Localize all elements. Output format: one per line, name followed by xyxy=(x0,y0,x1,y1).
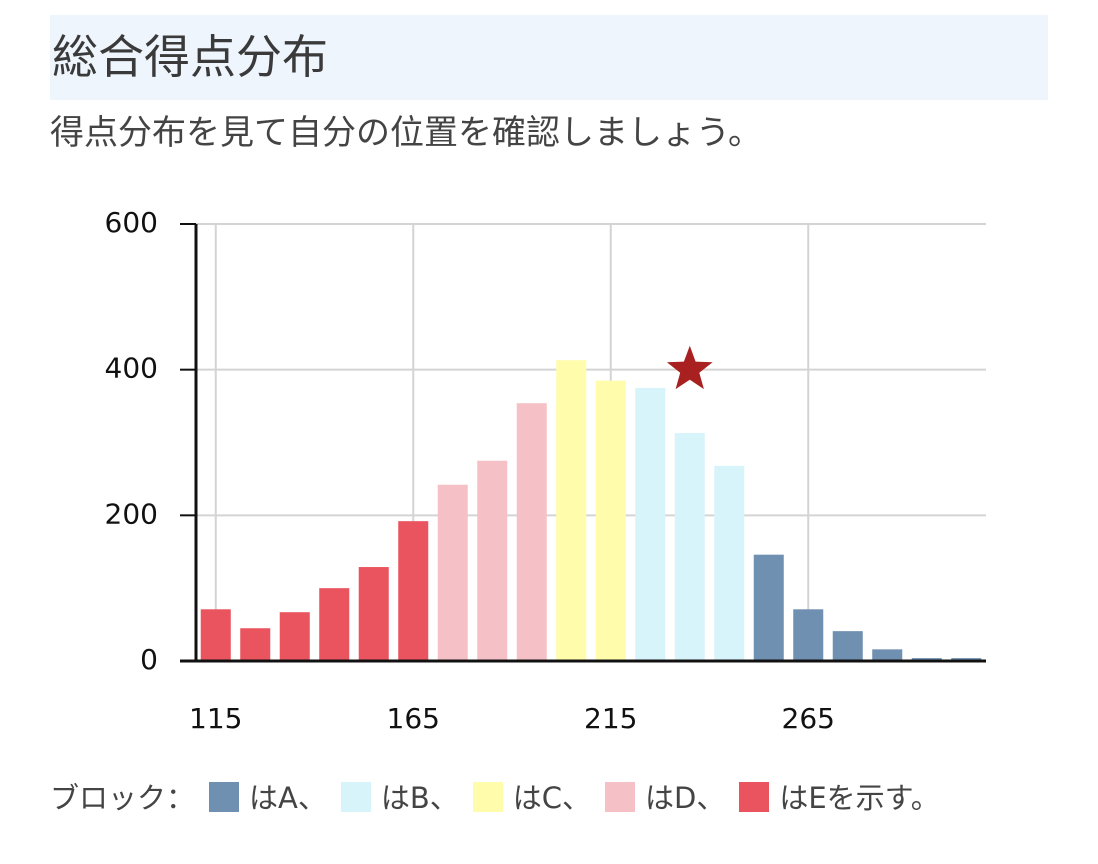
bar xyxy=(674,433,705,661)
x-tick-label: 165 xyxy=(387,702,440,735)
legend-prefix: ブロック： xyxy=(50,781,196,815)
bar xyxy=(279,612,310,661)
position-marker xyxy=(666,345,713,390)
x-tick-label: 265 xyxy=(782,702,835,735)
legend-label: はC、 xyxy=(512,781,592,815)
bar xyxy=(437,484,468,661)
chart: 0 200 400 600 115 165 215 265 xyxy=(105,206,986,735)
y-tick-label: 600 xyxy=(105,206,158,239)
x-tick-label: 115 xyxy=(189,702,242,735)
y-tick-label: 0 xyxy=(140,643,158,676)
bar xyxy=(319,588,350,661)
bar xyxy=(516,403,547,661)
legend-label: はEを示す。 xyxy=(779,781,940,815)
bar xyxy=(556,360,587,661)
subtitle: 得点分布を見て自分の位置を確認しましょう。 xyxy=(50,113,762,153)
y-tick-label: 200 xyxy=(105,497,158,530)
bar xyxy=(595,380,626,661)
bar xyxy=(358,567,389,661)
bar xyxy=(240,628,271,661)
bar xyxy=(832,631,863,661)
legend-swatch xyxy=(340,782,371,812)
x-tick-label: 215 xyxy=(584,702,637,735)
y-tick-label: 400 xyxy=(105,352,158,385)
legend-label: はB、 xyxy=(380,781,459,815)
legend: ブロック： はA、 はB、 はC、 はD、 はEを示す。 xyxy=(50,775,995,821)
bar xyxy=(753,554,784,661)
legend-swatch xyxy=(605,782,636,812)
legend-label: はD、 xyxy=(645,781,726,815)
bar xyxy=(477,460,508,661)
legend-swatch xyxy=(739,782,770,812)
legend-swatch xyxy=(209,782,240,812)
title: 総合得点分布 xyxy=(50,15,1048,100)
legend-swatch xyxy=(472,782,503,812)
bar xyxy=(398,521,429,661)
bar xyxy=(200,609,231,661)
bar xyxy=(793,609,824,661)
bar xyxy=(714,465,745,661)
bar xyxy=(872,649,903,661)
legend-label: はA、 xyxy=(249,781,327,815)
bar xyxy=(635,387,666,661)
